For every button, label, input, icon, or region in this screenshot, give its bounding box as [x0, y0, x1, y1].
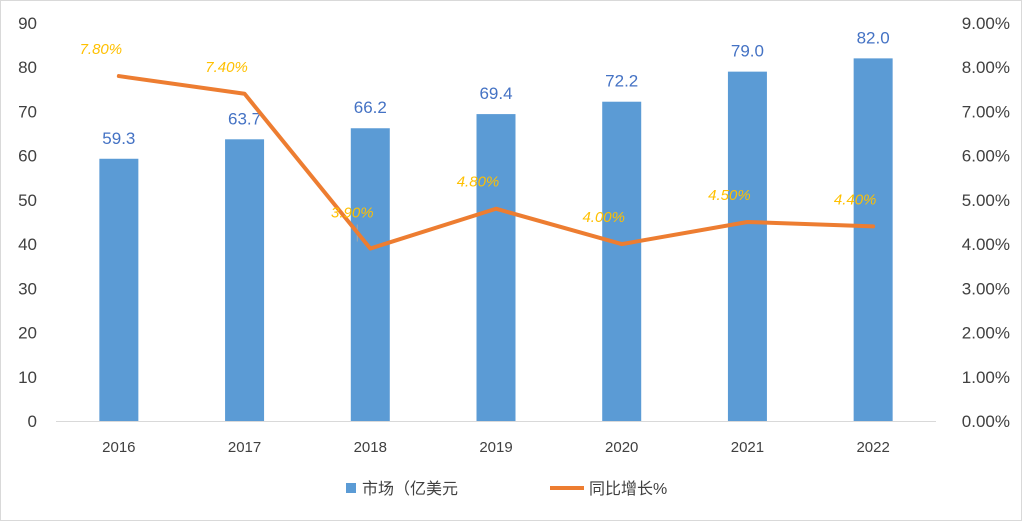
- line-data-labels: 7.80% 7.40% 3.90% 4.80% 4.00% 4.50% 4.40%: [80, 41, 877, 226]
- bar-value-label: 63.7: [228, 109, 261, 128]
- bar: [225, 139, 265, 421]
- left-tick-label: 60: [18, 147, 37, 166]
- line-value-label: 7.80%: [80, 41, 123, 58]
- right-tick-label: 4.00%: [962, 235, 1010, 254]
- line-value-label: 7.40%: [205, 59, 248, 76]
- left-tick-label: 70: [18, 102, 37, 121]
- bar-value-label: 72.2: [605, 72, 638, 91]
- x-tick-label: 2018: [354, 439, 387, 456]
- x-tick-label: 2017: [228, 439, 261, 456]
- bar-value-label: 59.3: [102, 129, 135, 148]
- right-tick-label: 1.00%: [962, 368, 1010, 387]
- x-tick-label: 2022: [856, 439, 889, 456]
- line-value-label: 4.80%: [457, 174, 500, 191]
- x-axis-ticks: 2016 2017 2018 2019 2020 2021 2022: [102, 439, 890, 456]
- growth-line: [116, 74, 876, 251]
- bar-value-label: 66.2: [354, 98, 387, 117]
- right-tick-label: 3.00%: [962, 279, 1010, 298]
- bar: [350, 128, 390, 421]
- right-tick-label: 5.00%: [962, 191, 1010, 210]
- legend: 市场（亿美元 同比增长%: [346, 480, 667, 498]
- right-tick-label: 8.00%: [962, 58, 1010, 77]
- right-axis-ticks: 0.00% 1.00% 2.00% 3.00% 4.00% 5.00% 6.00% 7.00%…: [962, 14, 1010, 431]
- bar: [602, 101, 642, 422]
- x-tick-label: 2021: [731, 439, 764, 456]
- left-tick-label: 90: [18, 14, 37, 33]
- bar: [476, 114, 516, 421]
- right-tick-label: 9.00%: [962, 14, 1010, 33]
- legend-bar-label: 市场（亿美元: [362, 480, 458, 498]
- bar-series: [99, 58, 893, 422]
- bar: [99, 158, 139, 422]
- x-tick-label: 2016: [102, 439, 135, 456]
- left-tick-label: 50: [18, 191, 37, 210]
- right-tick-label: 0.00%: [962, 412, 1010, 431]
- left-tick-label: 80: [18, 58, 37, 77]
- left-tick-label: 10: [18, 368, 37, 387]
- x-tick-label: 2019: [479, 439, 512, 456]
- bar-data-labels: 59.3 63.7 66.2 69.4 72.2 79.0 82.0: [102, 28, 889, 147]
- line-value-label: 4.40%: [834, 191, 877, 208]
- legend-line-label: 同比增长%: [589, 480, 667, 498]
- legend-bar-swatch: [346, 483, 356, 493]
- right-tick-label: 6.00%: [962, 147, 1010, 166]
- line-value-label: 4.50%: [708, 187, 751, 204]
- bar-value-label: 69.4: [479, 84, 512, 103]
- x-tick-label: 2020: [605, 439, 638, 456]
- line-value-label: 4.00%: [582, 209, 625, 226]
- bar: [727, 71, 767, 422]
- left-tick-label: 0: [28, 412, 37, 431]
- left-tick-label: 20: [18, 324, 37, 343]
- left-tick-label: 40: [18, 235, 37, 254]
- left-axis-ticks: 0 10 20 30 40 50 60 70 80 90: [18, 14, 37, 431]
- left-tick-label: 30: [18, 279, 37, 298]
- line-value-label: 3.90%: [331, 205, 374, 222]
- bar-value-label: 79.0: [731, 42, 764, 61]
- right-tick-label: 7.00%: [962, 102, 1010, 121]
- bar-value-label: 82.0: [857, 28, 890, 47]
- bar: [853, 58, 893, 421]
- right-tick-label: 2.00%: [962, 324, 1010, 343]
